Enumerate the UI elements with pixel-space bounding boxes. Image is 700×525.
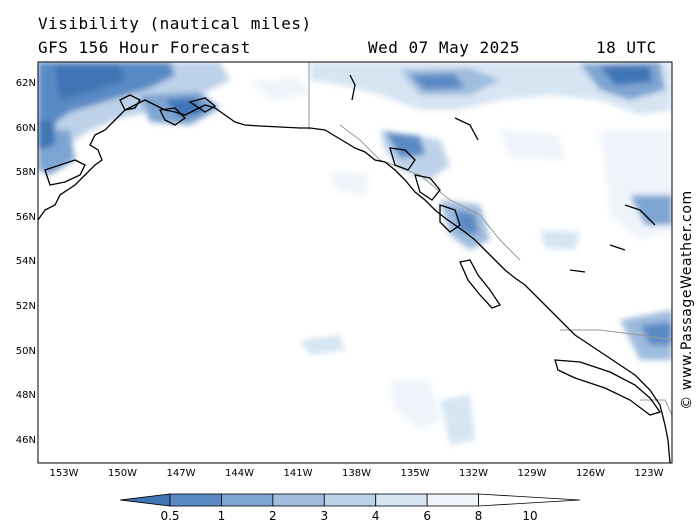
longitude-label: 138W — [342, 468, 371, 479]
colorbar-label: 4 — [371, 509, 380, 523]
forecast-date-label: Wed 07 May 2025 — [368, 38, 520, 57]
longitude-label: 135W — [400, 468, 430, 479]
latitude-label: 62N — [15, 78, 36, 89]
colorbar-segment — [375, 493, 428, 507]
longitude-label: 123W — [634, 468, 664, 479]
longitude-label: 144W — [225, 468, 254, 479]
colorbar-segment — [323, 493, 377, 507]
longitude-label: 150W — [108, 468, 137, 479]
colorbar-label: 8 — [474, 509, 483, 523]
latitude-label: 48N — [15, 390, 36, 402]
colorbar — [119, 493, 581, 507]
map-background — [38, 62, 672, 463]
visibility-field — [38, 62, 672, 463]
latitude-label: 52N — [15, 301, 36, 312]
colorbar-label: 3 — [320, 509, 329, 523]
colorbar-label: 1 — [217, 509, 226, 523]
longitude-label: 141W — [283, 468, 313, 479]
colorbar-label: 10 — [522, 509, 538, 523]
latitude-label: 58N — [15, 167, 36, 179]
latitude-label: 46N — [15, 434, 36, 446]
longitude-label: 153W — [49, 468, 79, 479]
longitude-label: 126W — [576, 468, 605, 479]
latitude-label: 60N — [15, 122, 36, 134]
colorbar-segment — [119, 493, 171, 507]
longitude-label: 132W — [459, 468, 488, 479]
forecast-model-label: GFS 156 Hour Forecast — [38, 38, 251, 57]
colorbar-segment — [169, 493, 222, 507]
latitude-label: 56N — [15, 211, 36, 223]
coastline — [38, 74, 671, 463]
colorbar-segment — [426, 493, 479, 507]
colorbar-label: 2 — [269, 509, 277, 523]
latitude-label: 50N — [15, 345, 36, 357]
colorbar-segment — [478, 493, 581, 507]
colorbar-segment — [272, 493, 325, 507]
watermark: © www.PassageWeather.com — [679, 190, 695, 410]
latitude-label: 54N — [15, 256, 36, 268]
colorbar-segment — [221, 493, 274, 507]
colorbar-label: 6 — [423, 509, 431, 523]
colorbar-label: 0.5 — [160, 509, 180, 523]
longitude-label: 147W — [166, 468, 196, 479]
map-title: Visibility (nautical miles) — [38, 14, 312, 33]
territory-borders — [308, 62, 672, 416]
longitude-label: 129W — [517, 468, 547, 479]
map-frame — [37, 61, 673, 464]
forecast-time-label: 18 UTC — [596, 38, 657, 57]
